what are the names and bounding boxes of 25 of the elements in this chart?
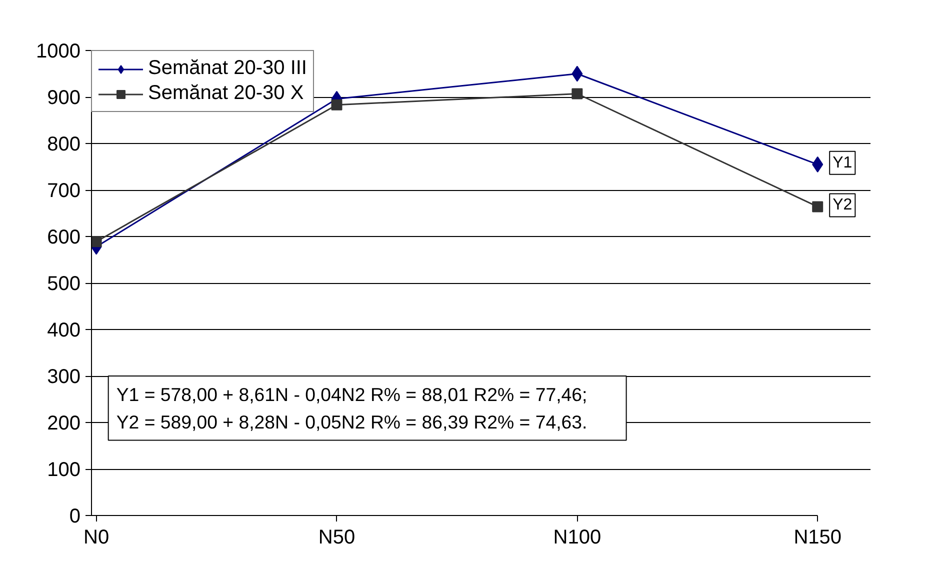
x-tick-label: N100 [553, 526, 602, 548]
y-tick-label: 900 [47, 87, 81, 109]
annotation: Y1 [832, 154, 852, 172]
y-tick-label: 300 [47, 366, 81, 388]
annotation: Y2 = 589,00 + 8,28N - 0,05N2 R% = 86,39 R2% = 74,63. [116, 411, 588, 432]
x-tick-label: N150 [794, 526, 842, 548]
annotation: Y2 [832, 196, 852, 214]
point [331, 99, 342, 110]
y-tick-label: 200 [47, 412, 81, 434]
y-tick-label: 800 [47, 134, 81, 156]
x-tick-label: N0 [84, 526, 110, 548]
y-tick-label: 100 [47, 459, 81, 481]
y-tick-label: 0 [69, 506, 80, 528]
point [812, 201, 824, 212]
legend-label: Semănat 20-30 X [148, 82, 304, 105]
point [572, 88, 583, 100]
y-tick-label: 500 [47, 273, 81, 295]
legend-label: Semănat 20-30 III [148, 57, 307, 80]
y-tick-label: 1000 [36, 40, 81, 62]
x-tick-label: N50 [318, 526, 356, 548]
y-tick-label: 600 [47, 226, 81, 248]
point [92, 236, 102, 248]
y-tick-label: 400 [47, 320, 81, 342]
y-tick-label: 700 [47, 180, 81, 202]
annotation: Y1 = 578,00 + 8,61N - 0,04N2 R% = 88,01 R2% = 77,46; [116, 384, 588, 405]
